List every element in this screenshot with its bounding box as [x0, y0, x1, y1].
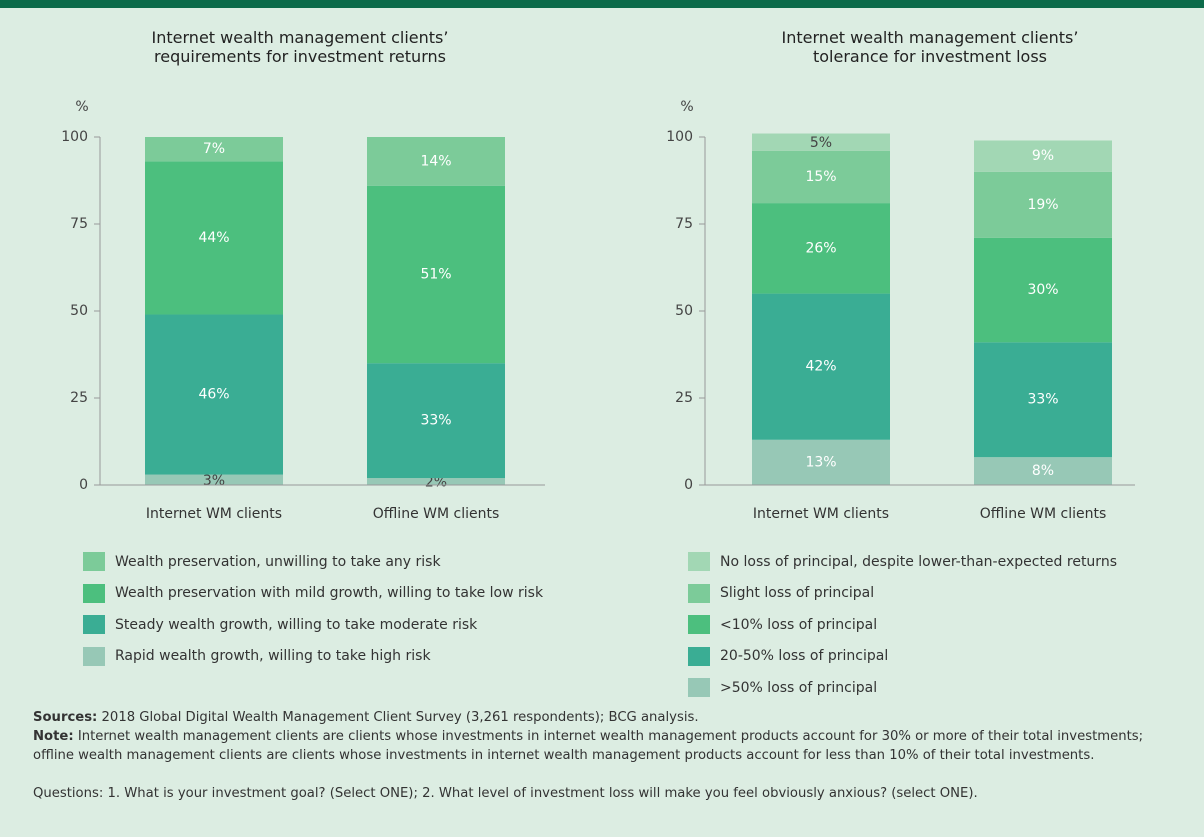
- top-bar: [0, 0, 1204, 8]
- bar-segment: [145, 474, 283, 485]
- bar-segment: [145, 314, 283, 475]
- bar-segment: [367, 137, 505, 186]
- data-label: 51%: [420, 266, 451, 282]
- bar-segment: [145, 137, 283, 162]
- legend-swatch: [688, 646, 710, 666]
- bar-segment: [367, 363, 505, 479]
- legend-label: Slight loss of principal: [720, 585, 875, 602]
- data-label: 14%: [420, 153, 451, 169]
- questions: Questions: 1. What is your investment go…: [33, 786, 978, 801]
- y-tick-label: 100: [666, 129, 693, 145]
- x-tick-label: Internet WM clients: [753, 506, 889, 522]
- legend-swatch: [688, 615, 710, 635]
- y-unit: %: [75, 99, 88, 115]
- data-label: 9%: [1032, 148, 1054, 164]
- charts: % 0 25 50 75 100 3% 46% 44% 7% Internet WM clients…: [61, 99, 1135, 522]
- legend-swatch: [83, 552, 105, 572]
- x-tick-label: Internet WM clients: [146, 506, 282, 522]
- bar-segment: [145, 161, 283, 315]
- data-label: 33%: [420, 413, 451, 429]
- legend-item: Steady wealth growth, willing to take mo…: [83, 609, 543, 641]
- sources-label: Sources:: [33, 710, 98, 725]
- data-label: 44%: [198, 230, 229, 246]
- data-label: 46%: [198, 387, 229, 403]
- bar-segment: [974, 237, 1112, 343]
- legend-swatch: [688, 583, 710, 603]
- data-label: 7%: [203, 141, 225, 157]
- legend-item: Wealth preservation with mild growth, wi…: [83, 578, 543, 610]
- legend: Wealth preservation, unwilling to take a…: [83, 546, 543, 672]
- data-label: 2%: [425, 475, 447, 491]
- legend-swatch: [83, 583, 105, 603]
- legend-label: Wealth preservation, unwilling to take a…: [115, 553, 441, 570]
- y-tick-label: 50: [70, 303, 88, 319]
- y-unit: %: [680, 99, 693, 115]
- legend-item: <10% loss of principal: [688, 609, 1117, 641]
- data-label: 30%: [1027, 282, 1058, 298]
- legend-label: Steady wealth growth, willing to take mo…: [115, 616, 478, 633]
- legend-item: Slight loss of principal: [688, 578, 1117, 610]
- legend-swatch: [83, 646, 105, 666]
- legend-swatch: [688, 552, 710, 572]
- chart-title: Internet wealth management clients’ tole…: [781, 28, 1079, 66]
- legend-label: >50% loss of principal: [720, 679, 878, 696]
- bar-segment: [974, 171, 1112, 238]
- y-tick-label: 75: [70, 216, 88, 232]
- legend-item: >50% loss of principal: [688, 672, 1117, 704]
- data-label: 26%: [805, 240, 836, 256]
- legend-label: Rapid wealth growth, willing to take hig…: [115, 648, 431, 665]
- bar-segment: [367, 478, 505, 485]
- legend-label: 20-50% loss of principal: [720, 648, 889, 665]
- bar-segment: [752, 133, 890, 151]
- bar-segment: [752, 293, 890, 440]
- note-text: Internet wealth management clients are c…: [33, 729, 1144, 763]
- data-label: 13%: [805, 454, 836, 470]
- y-tick-label: 100: [61, 129, 88, 145]
- sources-text: 2018 Global Digital Wealth Management Cl…: [101, 710, 699, 725]
- legend-label: No loss of principal, despite lower-than…: [720, 553, 1117, 570]
- data-label: 5%: [810, 135, 832, 151]
- y-tick-label: 25: [675, 390, 693, 406]
- data-label: 8%: [1032, 463, 1054, 479]
- y-tick-label: 25: [70, 390, 88, 406]
- bar-segment: [752, 203, 890, 294]
- bar-segment: [974, 457, 1112, 485]
- bar-segment: [752, 439, 890, 485]
- legend: No loss of principal, despite lower-than…: [688, 546, 1117, 704]
- legend-label: Wealth preservation with mild growth, wi…: [115, 585, 544, 602]
- note-label: Note:: [33, 729, 74, 744]
- bar-segment: [974, 140, 1112, 172]
- bar-segment: [752, 150, 890, 204]
- note: Note: Internet wealth management clients…: [33, 727, 1173, 765]
- legend-item: No loss of principal, despite lower-than…: [688, 546, 1117, 578]
- data-label: 42%: [805, 359, 836, 375]
- data-label: 3%: [203, 473, 225, 489]
- sources: Sources: 2018 Global Digital Wealth Mana…: [33, 708, 1173, 727]
- bar-segment: [367, 185, 505, 364]
- data-label: 15%: [805, 169, 836, 185]
- legend-item: Wealth preservation, unwilling to take a…: [83, 546, 543, 578]
- y-tick-label: 0: [79, 477, 88, 493]
- x-tick-label: Offline WM clients: [980, 506, 1107, 522]
- legend-label: <10% loss of principal: [720, 616, 878, 633]
- legend-swatch: [688, 678, 710, 698]
- legend-swatch: [83, 615, 105, 635]
- data-label: 19%: [1027, 197, 1058, 213]
- legend-item: Rapid wealth growth, willing to take hig…: [83, 641, 543, 673]
- y-tick-label: 75: [675, 216, 693, 232]
- y-tick-label: 50: [675, 303, 693, 319]
- chart-title: Internet wealth management clients’ requ…: [151, 28, 449, 66]
- data-label: 33%: [1027, 392, 1058, 408]
- y-tick-label: 0: [684, 477, 693, 493]
- legend-item: 20-50% loss of principal: [688, 641, 1117, 673]
- x-tick-label: Offline WM clients: [373, 506, 500, 522]
- bar-segment: [974, 342, 1112, 458]
